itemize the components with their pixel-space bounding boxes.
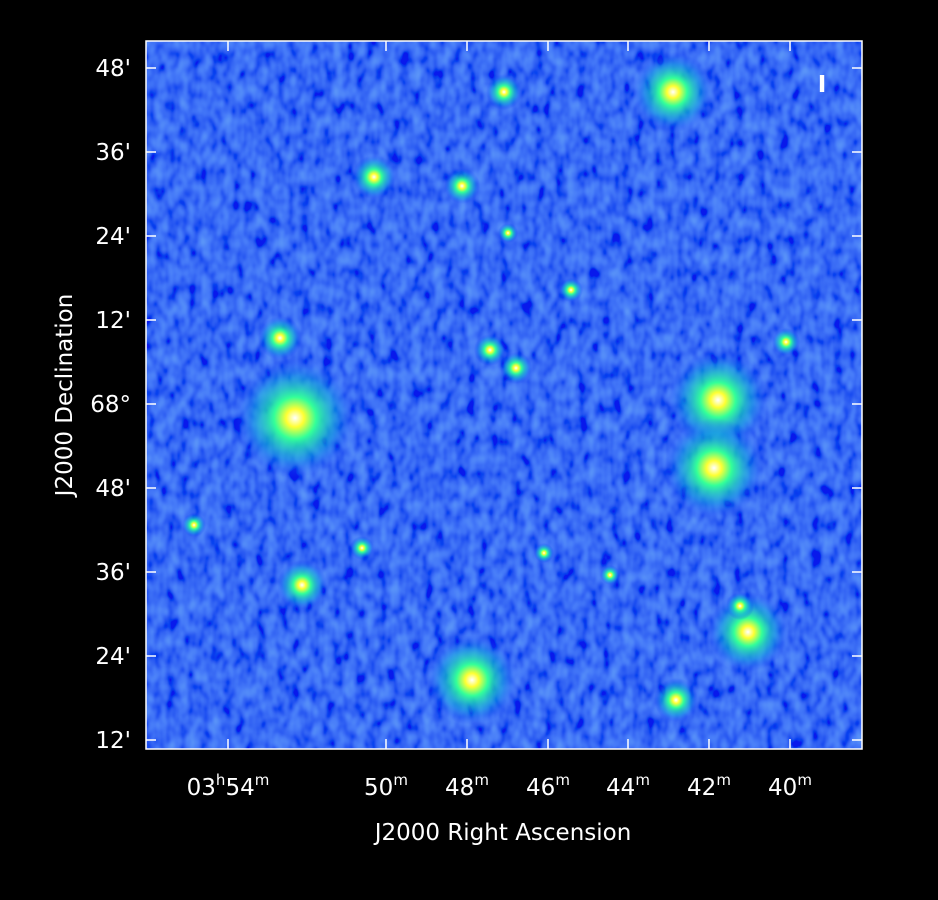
y-tick-label: 24' (95, 224, 131, 250)
y-tick-label: 12' (95, 308, 131, 334)
radio-source (633, 52, 713, 132)
x-tick-label-part: 50 (364, 775, 393, 801)
x-tick-label-part: 42 (687, 775, 716, 801)
y-axis-title: J2000 Declination (52, 294, 78, 499)
y-tick-label: 48' (95, 476, 131, 502)
radio-source (559, 278, 583, 302)
x-tick-label-part: m (555, 771, 570, 789)
y-tick-label: 12' (95, 728, 131, 754)
radio-source (235, 358, 355, 478)
radio-source (664, 418, 764, 518)
radio-source (258, 316, 302, 360)
x-tick-label: 50m (364, 771, 408, 801)
radio-source (772, 328, 800, 356)
radio-source (500, 352, 532, 384)
y-tick-label: 48' (95, 56, 131, 82)
radio-source (534, 543, 554, 563)
y-tick-label: 24' (95, 644, 131, 670)
x-tick-label: 46m (526, 771, 570, 801)
radio-source (444, 168, 480, 204)
radio-source (726, 592, 754, 620)
x-axis-title: J2000 Right Ascension (373, 820, 632, 846)
radio-source (474, 334, 506, 366)
x-tick-label: 03h54m (187, 771, 270, 801)
x-tick-label: 48m (445, 771, 489, 801)
x-tick-label-part: 54 (225, 775, 254, 801)
x-tick-label: 44m (606, 771, 650, 801)
x-tick-label-part: 44 (606, 775, 635, 801)
radio-source (654, 678, 698, 722)
x-tick-label-part: m (635, 771, 650, 789)
plot-frame (145, 40, 863, 750)
radio-source (350, 536, 374, 560)
x-tick-label-part: m (393, 771, 408, 789)
radio-source (498, 223, 518, 243)
x-tick-label-part: 48 (445, 775, 474, 801)
radio-source (182, 513, 206, 537)
x-tick-label-part: m (716, 771, 731, 789)
x-tick-label-part: 40 (768, 775, 797, 801)
y-tick-label: 36' (95, 560, 131, 586)
x-tick-label-part: m (255, 771, 270, 789)
radio-source (600, 565, 620, 585)
x-tick-label-part: m (474, 771, 489, 789)
x-tick-label-part: 46 (526, 775, 555, 801)
radio-source (352, 155, 396, 199)
stokes-label: I (818, 72, 827, 98)
x-tick-label-part: h (216, 771, 226, 789)
radio-source (486, 74, 522, 110)
x-tick-label-part: m (797, 771, 812, 789)
x-tick-label: 40m (768, 771, 812, 801)
radio-source (427, 635, 517, 725)
y-tick-label: 36' (95, 140, 131, 166)
x-tick-label: 42m (687, 771, 731, 801)
y-tick-label: 68° (90, 392, 131, 418)
radio-source (277, 560, 327, 610)
x-tick-label-part: 03 (187, 775, 216, 801)
sky-image (146, 41, 862, 749)
